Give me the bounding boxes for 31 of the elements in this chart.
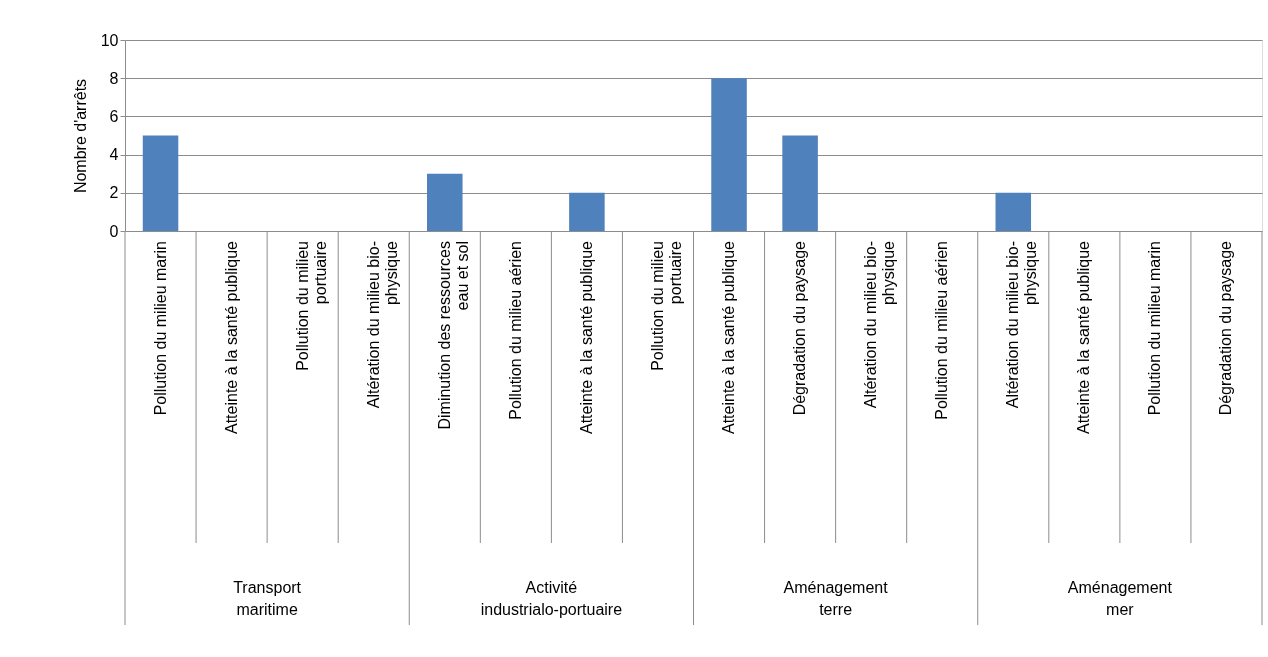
- text: Aménagement mer: [1067, 579, 1173, 618]
- x-tick-label: Dégradation du paysage: [1217, 240, 1235, 416]
- x-tick-label: Pollution du milieu aérien: [933, 241, 951, 420]
- x-tick-label: Pollution du milieu marin: [151, 241, 169, 416]
- text: Transport maritime: [233, 579, 302, 618]
- x-tick-label: Dégradation du paysage: [791, 240, 809, 416]
- x-tick-label: Atteinte à la santé publique: [720, 240, 738, 435]
- y-tick-label: 4: [109, 146, 119, 164]
- x-tick-label: Atteinte à la santé publique: [1075, 240, 1093, 435]
- x-tick-label: Pollution du milieu portuaire: [648, 240, 684, 371]
- y-tick-label: 8: [109, 69, 119, 87]
- x-tick-label: Pollution du milieu portuaire: [293, 240, 329, 371]
- x-tick-label: Pollution du milieu aérien: [506, 241, 524, 420]
- y-tick-label: 6: [109, 107, 119, 125]
- x-tick-label: Atteinte à la santé publique: [222, 240, 240, 435]
- y-axis-title: Nombre d'arrêts: [71, 78, 89, 194]
- text: Aménagement terre: [783, 579, 889, 618]
- bar: [711, 78, 747, 231]
- y-tick-label: 2: [109, 184, 119, 202]
- x-tick-label: Atteinte à la santé publique: [577, 240, 595, 435]
- bar: [427, 173, 463, 231]
- bar: [569, 192, 605, 231]
- bar: [142, 135, 179, 231]
- text: Activité industrialo-portuaire: [480, 579, 623, 618]
- x-tick-label: Altération du milieu bio-physique: [1004, 240, 1040, 409]
- x-tick-label: Altération du milieu bio-physique: [862, 240, 898, 409]
- bar: [782, 135, 818, 231]
- bar: [995, 192, 1032, 231]
- y-tick-label: 0: [109, 222, 119, 240]
- y-tick-label: 10: [100, 31, 119, 49]
- x-tick-label: Pollution du milieu marin: [1146, 241, 1164, 416]
